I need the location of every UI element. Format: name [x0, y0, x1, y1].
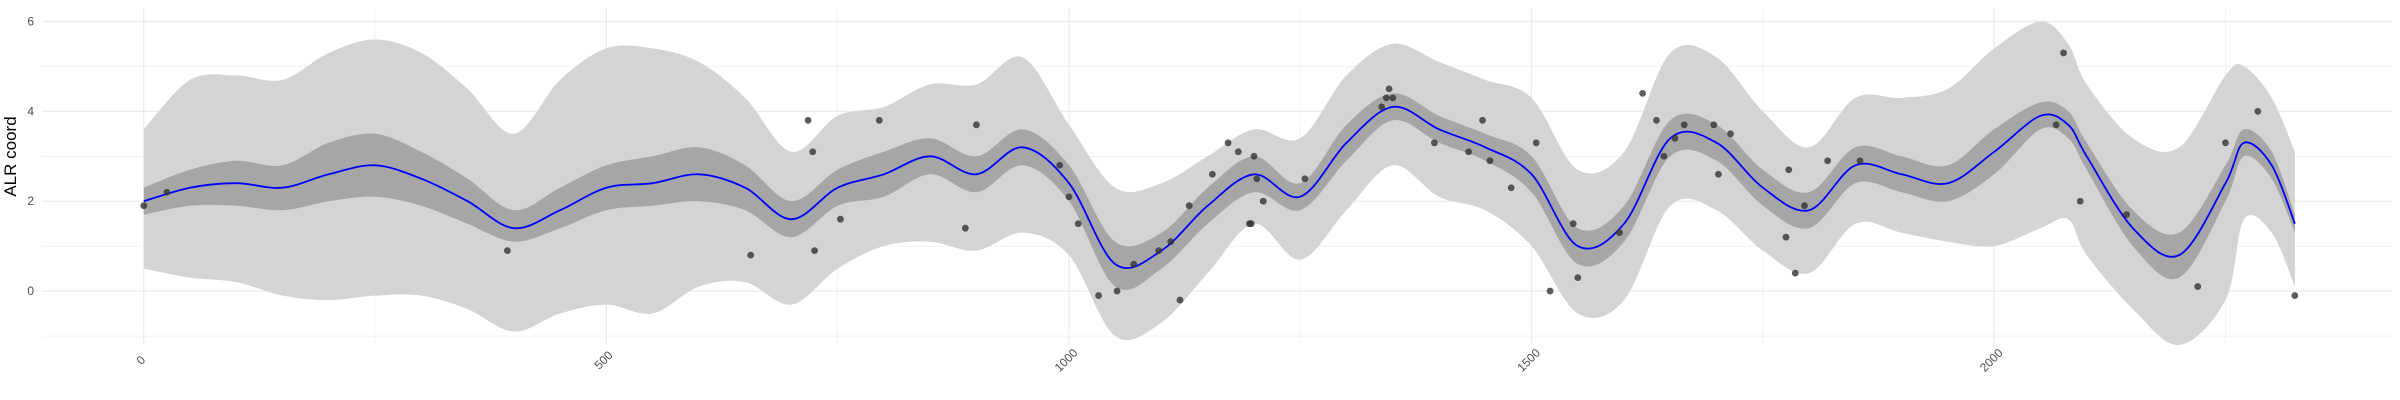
data-point	[1791, 269, 1799, 277]
data-point	[2123, 211, 2130, 219]
data-point	[1385, 85, 1393, 93]
data-point	[1065, 193, 1073, 201]
y-tick-label: 6	[27, 14, 34, 28]
data-point	[1465, 148, 1473, 156]
mean-curve	[143, 105, 2296, 270]
data-point	[1056, 161, 1064, 169]
observation-points	[140, 49, 2299, 304]
data-point	[1224, 139, 1232, 147]
data-point	[809, 148, 817, 156]
data-point	[1680, 121, 1688, 129]
data-point	[1253, 175, 1261, 183]
data-point	[2291, 292, 2299, 299]
y-axis-title: ALR coord	[1, 116, 20, 196]
data-point	[1155, 247, 1163, 255]
data-point	[1130, 260, 1138, 268]
data-point	[1259, 197, 1267, 205]
data-point	[1479, 116, 1486, 124]
x-tick-label: 500	[592, 348, 616, 372]
data-point	[1208, 170, 1216, 178]
data-point	[2076, 197, 2084, 205]
data-point	[2254, 107, 2262, 115]
data-point	[1546, 287, 1554, 295]
x-tick-label: 2000	[1977, 346, 2006, 375]
data-point	[1431, 139, 1438, 147]
data-point	[2052, 121, 2060, 129]
data-point	[1653, 116, 1660, 124]
data-point	[2194, 283, 2202, 290]
data-point	[163, 188, 171, 196]
data-point	[1785, 166, 1793, 174]
data-point	[1569, 220, 1577, 228]
data-point	[1234, 148, 1242, 156]
data-point	[1856, 157, 1864, 165]
data-point	[1574, 274, 1582, 281]
data-point	[1660, 152, 1668, 160]
data-point	[2060, 49, 2067, 57]
data-point	[1486, 157, 1494, 165]
data-point	[1389, 94, 1397, 102]
data-point	[1095, 292, 1102, 299]
data-point	[1167, 238, 1175, 246]
data-point	[1176, 296, 1184, 304]
data-point	[1113, 287, 1121, 295]
data-point	[875, 116, 883, 124]
confidence-bands	[143, 21, 2295, 346]
data-point	[804, 116, 812, 124]
data-point	[1727, 130, 1734, 138]
data-point	[973, 121, 980, 129]
data-point	[1382, 94, 1390, 102]
data-point	[1378, 103, 1386, 111]
data-point	[1639, 89, 1646, 97]
mean-curve-layer	[143, 105, 2296, 270]
data-point	[1247, 220, 1255, 228]
data-point	[1250, 152, 1258, 160]
data-point	[1532, 139, 1540, 147]
y-tick-label: 4	[27, 104, 34, 118]
data-point	[140, 202, 148, 210]
data-point	[747, 251, 755, 259]
data-point	[1801, 202, 1808, 210]
data-point	[2222, 139, 2229, 147]
data-point	[1074, 220, 1082, 228]
data-point	[1710, 121, 1718, 129]
x-tick-label: 0	[134, 353, 149, 368]
data-point	[837, 215, 844, 223]
data-point	[1824, 157, 1832, 165]
data-point	[1782, 233, 1790, 241]
inner-credible-band	[143, 93, 2295, 291]
y-tick-label: 2	[27, 194, 34, 208]
data-point	[503, 247, 511, 255]
data-point	[811, 247, 818, 255]
data-point	[1301, 175, 1309, 183]
data-point	[1185, 202, 1193, 210]
data-point	[1507, 184, 1515, 192]
x-tick-label: 1500	[1514, 346, 1543, 375]
data-point	[961, 224, 969, 232]
x-tick-label: 1000	[1052, 346, 1081, 375]
data-point	[1616, 229, 1623, 237]
y-tick-label: 0	[27, 284, 34, 298]
data-point	[1671, 134, 1679, 142]
data-point	[1715, 170, 1722, 178]
